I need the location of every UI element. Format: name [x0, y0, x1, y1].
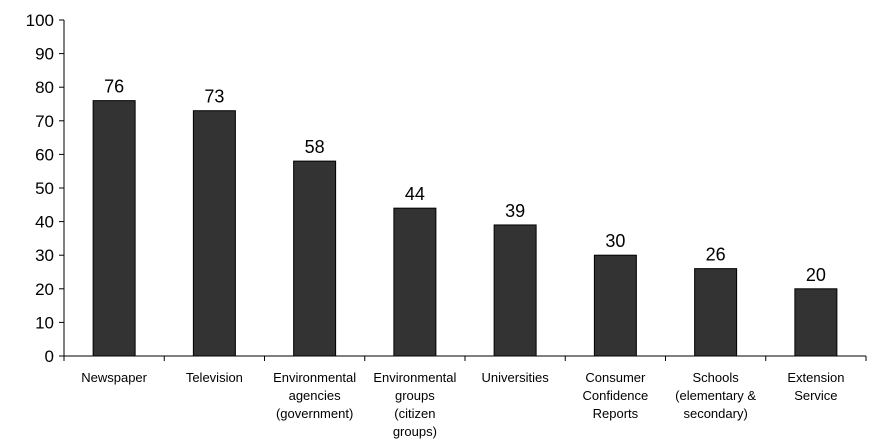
y-tick-label: 90 — [35, 45, 54, 64]
bar — [293, 160, 337, 357]
x-category-label-line: (government) — [276, 406, 353, 421]
bar-value-label: 58 — [305, 137, 325, 157]
x-category-label-line: Service — [794, 388, 837, 403]
bar — [694, 268, 738, 357]
bar — [593, 254, 637, 357]
bar-value-label: 73 — [204, 87, 224, 107]
x-category-label-line: Newspaper — [81, 370, 147, 385]
x-category-label-line: groups) — [393, 424, 437, 439]
x-category-label-line: Consumer — [585, 370, 646, 385]
bars — [92, 100, 838, 357]
y-tick-label: 70 — [35, 112, 54, 131]
bar — [92, 100, 136, 357]
y-tick-label: 30 — [35, 246, 54, 265]
x-category-label-line: secondary) — [683, 406, 747, 421]
bar-value-label: 26 — [706, 245, 726, 265]
bar-value-label: 39 — [505, 201, 525, 221]
x-category-label-line: Reports — [593, 406, 639, 421]
bar — [192, 110, 236, 357]
x-category-label-line: Environmental — [373, 370, 456, 385]
x-category-label-line: Schools — [693, 370, 740, 385]
y-tick-label: 60 — [35, 145, 54, 164]
bar — [794, 288, 838, 357]
x-category-label-line: (citizen — [394, 406, 435, 421]
y-tick-label: 50 — [35, 179, 54, 198]
x-category-label: Extension Service — [787, 370, 844, 403]
x-category-label: Universities — [482, 370, 550, 385]
bar-value-label: 44 — [405, 184, 425, 204]
x-category-label-line: Confidence — [582, 388, 648, 403]
bar — [393, 207, 437, 357]
x-category-label: Environmental groups (citizen groups) — [373, 370, 456, 439]
y-axis: 0 10 20 30 40 50 60 70 80 90 100 — [26, 11, 65, 366]
x-category-label-line: Extension — [787, 370, 844, 385]
data-labels: 76 73 58 44 39 30 26 20 — [104, 77, 826, 285]
bar-value-label: 30 — [605, 231, 625, 251]
bar-value-label: 76 — [104, 77, 124, 97]
x-category-label: Environmental agencies (government) — [273, 370, 356, 421]
bar-value-label: 20 — [806, 265, 826, 285]
x-category-label: Television — [186, 370, 243, 385]
x-category-label-line: agencies — [289, 388, 342, 403]
x-category-label-line: Television — [186, 370, 243, 385]
y-tick-label: 40 — [35, 213, 54, 232]
y-tick-label: 10 — [35, 313, 54, 332]
y-tick-label: 0 — [45, 347, 54, 366]
y-tick-label: 80 — [35, 78, 54, 97]
bar — [493, 224, 537, 357]
x-category-label-line: Universities — [482, 370, 550, 385]
x-category-label-line: Environmental — [273, 370, 356, 385]
y-tick-label: 100 — [26, 11, 54, 30]
x-category-label-line: groups — [395, 388, 435, 403]
x-category-label: Newspaper — [81, 370, 147, 385]
x-category-label-line: (elementary & — [675, 388, 756, 403]
x-category-label: Schools (elementary & secondary) — [675, 370, 756, 421]
x-category-label: Consumer Confidence Reports — [582, 370, 648, 421]
category-labels: Newspaper Television Environmental agencies… — [81, 370, 844, 439]
x-axis — [63, 355, 867, 361]
y-tick-label: 20 — [35, 280, 54, 299]
